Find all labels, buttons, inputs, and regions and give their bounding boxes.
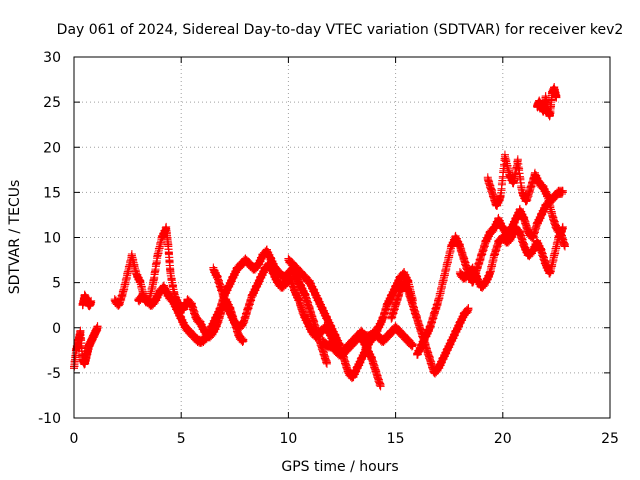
chart-title: Day 061 of 2024, Sidereal Day-to-day VTE… [57,22,624,38]
series-sats-a [70,322,102,373]
data-point-marker [93,322,102,331]
data-point-marker [87,296,96,305]
series-sats-b [78,290,96,311]
data-points [70,82,569,391]
grid-lines [74,57,610,418]
data-point-marker [239,335,248,344]
